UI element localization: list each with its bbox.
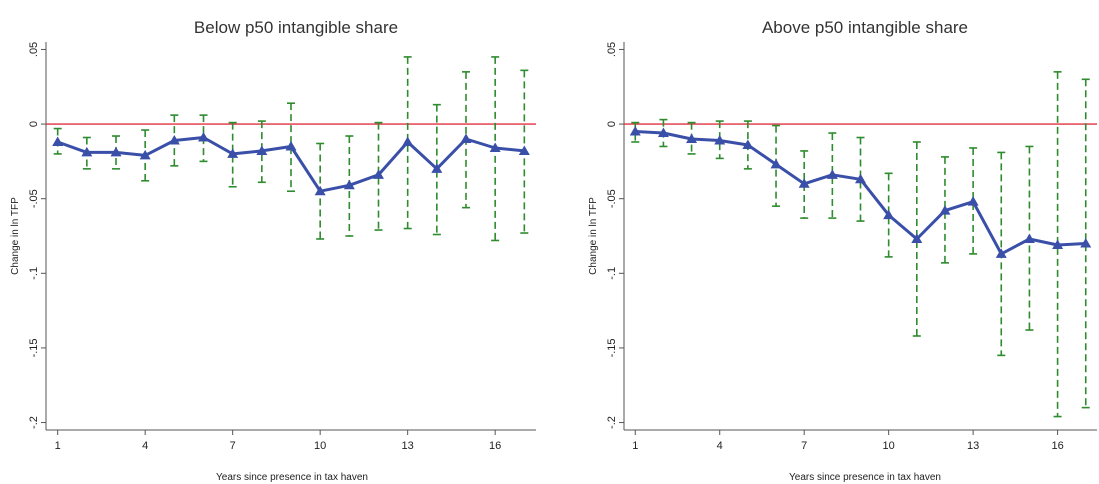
estimate-point bbox=[911, 233, 923, 243]
estimate-point bbox=[52, 136, 64, 146]
estimate-point bbox=[314, 185, 326, 196]
y-axis-title: Change in ln TFP bbox=[588, 197, 599, 275]
estimate-point bbox=[855, 173, 866, 184]
estimate-point bbox=[227, 148, 239, 158]
estimate-point bbox=[686, 133, 698, 143]
estimate-point bbox=[110, 146, 122, 157]
estimate-point bbox=[770, 158, 782, 169]
y-axis-title: Change in ln TFP bbox=[10, 197, 21, 275]
line-chart-below-p50: Below p50 intangible share .05 0 -.05 -.1 -.1… bbox=[10, 18, 536, 483]
y-tick-label: -.2 bbox=[606, 416, 618, 429]
x-tick-label: 7 bbox=[801, 440, 807, 452]
x-tick-label: 16 bbox=[489, 440, 501, 452]
chart-panel-left: Below p50 intangible share .05 0 -.05 -.1 -.1… bbox=[10, 18, 536, 483]
y-tick-label: -.15 bbox=[28, 338, 40, 357]
chart-title: Below p50 intangible share bbox=[194, 18, 398, 37]
y-tick-label: -.05 bbox=[606, 189, 618, 208]
y-tick-label: -.1 bbox=[28, 267, 40, 280]
estimate-point bbox=[402, 136, 414, 146]
y-tick-label: -.1 bbox=[606, 267, 618, 280]
estimate-point bbox=[460, 133, 472, 143]
estimate-point bbox=[431, 163, 443, 173]
estimate-point bbox=[285, 140, 297, 151]
estimate-point bbox=[939, 205, 951, 215]
estimate-point bbox=[1080, 237, 1092, 248]
estimate-point bbox=[373, 169, 384, 179]
estimate-point bbox=[798, 178, 810, 188]
y-tick-label: .05 bbox=[28, 42, 40, 57]
y-tick-label: 0 bbox=[606, 121, 618, 127]
estimate-point bbox=[518, 145, 530, 155]
estimate-point bbox=[1023, 233, 1035, 243]
estimate-point bbox=[489, 142, 501, 152]
x-tick-label: 7 bbox=[230, 440, 236, 452]
x-tick-label: 13 bbox=[967, 440, 979, 452]
estimate-point bbox=[826, 169, 838, 179]
y-tick-label: -.2 bbox=[28, 416, 40, 429]
estimate-point bbox=[81, 146, 93, 157]
estimate-point bbox=[1052, 239, 1064, 249]
x-tick-label: 10 bbox=[883, 440, 895, 452]
x-tick-label: 13 bbox=[402, 440, 414, 452]
x-axis-title: Years since presence in tax haven bbox=[216, 472, 368, 483]
x-axis-title: Years since presence in tax haven bbox=[789, 472, 941, 483]
y-tick-label: -.15 bbox=[606, 338, 618, 357]
x-tick-label: 1 bbox=[632, 440, 638, 452]
line-chart-above-p50: Above p50 intangible share .05 0 -.05 -.1 -.1… bbox=[588, 18, 1097, 483]
estimate-point bbox=[995, 248, 1007, 258]
y-tick-label: -.05 bbox=[28, 189, 40, 208]
estimate-point bbox=[139, 149, 151, 160]
estimate-point bbox=[883, 209, 895, 220]
estimate-point bbox=[657, 127, 669, 138]
estimate-point bbox=[168, 134, 180, 145]
estimate-point bbox=[629, 126, 641, 136]
y-tick-label: .05 bbox=[606, 42, 618, 57]
estimate-point bbox=[198, 132, 209, 142]
estimate-point bbox=[343, 179, 355, 190]
estimate-point bbox=[714, 134, 726, 145]
chart-panel-right: Above p50 intangible share .05 0 -.05 -.1 -.1… bbox=[578, 0, 1099, 484]
chart-title: Above p50 intangible share bbox=[762, 18, 968, 37]
estimate-point bbox=[256, 145, 268, 155]
x-tick-label: 1 bbox=[55, 440, 61, 452]
x-tick-label: 16 bbox=[1051, 440, 1063, 452]
estimate-point bbox=[742, 139, 754, 149]
x-tick-label: 4 bbox=[717, 440, 723, 452]
x-tick-label: 10 bbox=[314, 440, 326, 452]
x-tick-label: 4 bbox=[142, 440, 148, 452]
y-tick-label: 0 bbox=[28, 121, 40, 127]
estimate-point bbox=[967, 196, 979, 206]
